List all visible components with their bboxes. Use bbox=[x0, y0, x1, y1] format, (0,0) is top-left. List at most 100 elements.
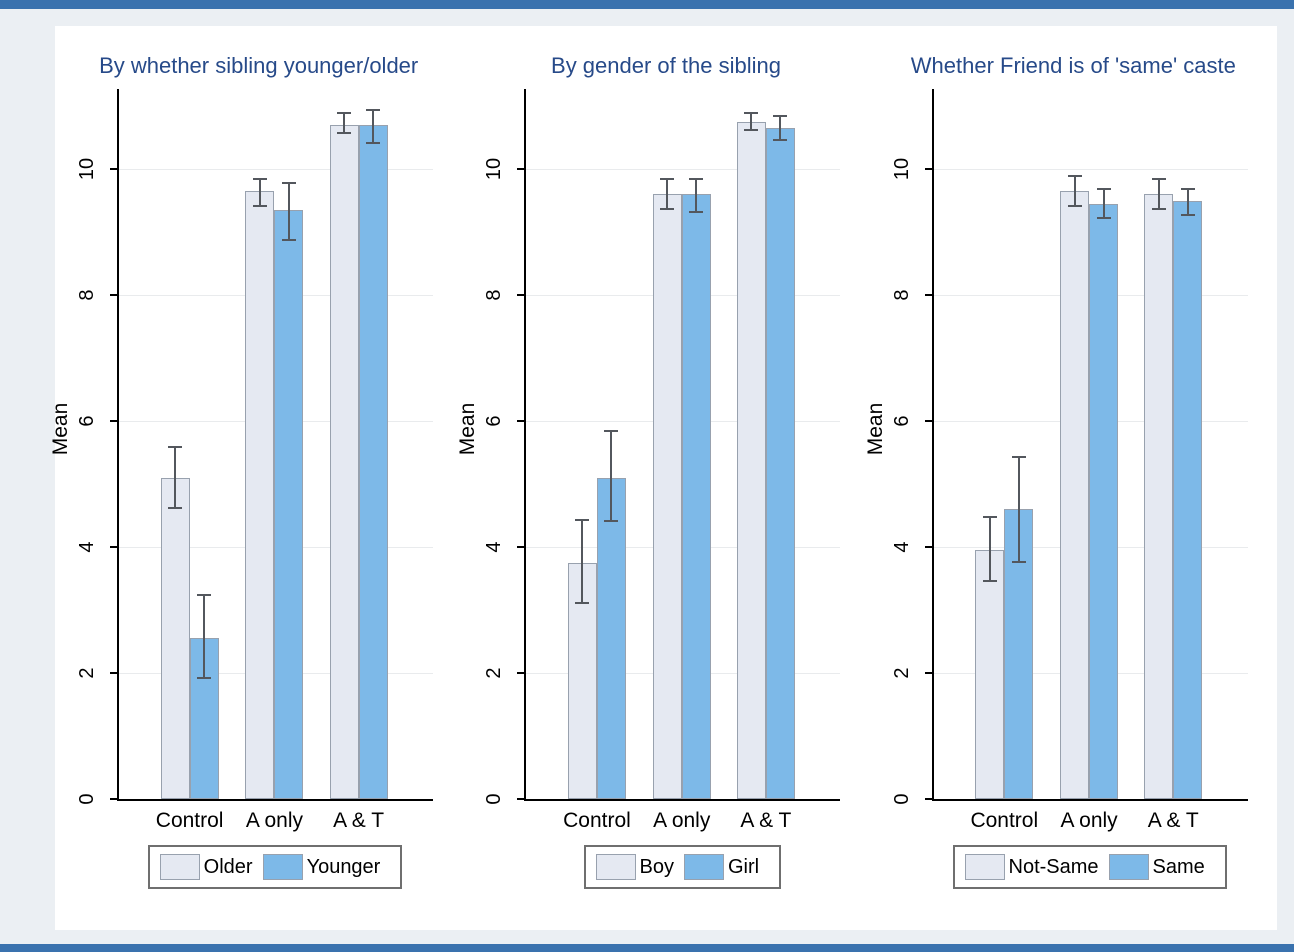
error-bar-cap-bottom bbox=[1011, 560, 1026, 563]
legend-label-younger: Younger bbox=[306, 855, 381, 878]
y-tick-mark bbox=[110, 546, 119, 548]
y-axis-title: Mean bbox=[49, 402, 72, 456]
legend: Boy Girl bbox=[583, 845, 782, 889]
error-bar-cap-bottom bbox=[197, 677, 212, 680]
y-tick-label: 0 bbox=[890, 793, 913, 805]
error-bar-cap-top bbox=[773, 115, 788, 118]
gridline bbox=[933, 169, 1248, 170]
error-bar-line bbox=[258, 178, 261, 207]
error-bar-line bbox=[666, 178, 669, 210]
x-tick-label: A only bbox=[653, 809, 711, 832]
y-tick-mark bbox=[110, 168, 119, 170]
error-bar-line bbox=[750, 112, 753, 132]
bar-girl-at bbox=[765, 128, 795, 799]
legend-label-girl: Girl bbox=[728, 855, 760, 878]
y-tick-label: 6 bbox=[76, 415, 98, 427]
chart-panel-sibling-gender: By gender of the sibling Mean 0 2 4 6 8 10 Con… bbox=[456, 26, 869, 930]
legend-label-same: Same bbox=[1152, 855, 1205, 878]
panel-title: By whether sibling younger/older bbox=[99, 53, 419, 78]
legend-label-boy: Boy bbox=[639, 855, 674, 878]
panel-title: By gender of the sibling bbox=[551, 53, 781, 78]
y-tick-label: 6 bbox=[483, 415, 506, 427]
bar-older-control bbox=[160, 477, 190, 799]
chart-panel-sibling-age: By whether sibling younger/older Mean 0 2… bbox=[49, 26, 462, 930]
bar-girl-aonly bbox=[681, 194, 711, 799]
chart-surface: By whether sibling younger/older Mean 0 2… bbox=[49, 26, 1277, 930]
error-bar-cap-top bbox=[337, 112, 352, 115]
legend-label-not-same: Not-Same bbox=[1008, 855, 1099, 878]
error-bar-cap-bottom bbox=[689, 211, 704, 214]
y-tick-mark bbox=[924, 168, 934, 170]
y-tick-label: 2 bbox=[76, 667, 98, 679]
error-bar-line bbox=[1017, 455, 1020, 563]
error-bar-line bbox=[174, 446, 177, 510]
y-tick-mark bbox=[517, 294, 527, 296]
legend-row: Boy Girl bbox=[524, 801, 840, 889]
y-tick-mark bbox=[110, 294, 119, 296]
y-tick-label: 8 bbox=[890, 289, 913, 301]
plot-area: Mean 0 2 4 6 8 10 Control A only A & T bbox=[49, 89, 433, 832]
error-bar-cap-bottom bbox=[1096, 217, 1111, 220]
x-tick-label: A & T bbox=[1147, 809, 1199, 832]
error-bar-cap-bottom bbox=[660, 207, 675, 210]
error-bar-cap-top bbox=[1096, 187, 1111, 190]
legend-swatch-girl bbox=[684, 854, 724, 880]
error-bar-cap-top bbox=[1180, 187, 1195, 190]
y-tick-label: 6 bbox=[890, 415, 913, 427]
error-bar-cap-bottom bbox=[1067, 204, 1082, 207]
error-bar-cap-top bbox=[197, 594, 212, 597]
gridline bbox=[119, 169, 433, 170]
bottom-border-strip bbox=[0, 944, 1294, 952]
error-bar-cap-top bbox=[252, 178, 267, 181]
y-tick-mark bbox=[517, 168, 527, 170]
error-bar-cap-bottom bbox=[281, 239, 296, 242]
y-tick-mark bbox=[924, 420, 934, 422]
y-tick-label: 8 bbox=[483, 289, 506, 301]
y-tick-mark bbox=[517, 546, 527, 548]
y-tick-mark bbox=[517, 420, 527, 422]
bar-older-at bbox=[329, 124, 359, 799]
error-bar-line bbox=[581, 518, 584, 604]
error-bar-line bbox=[1157, 178, 1160, 210]
legend-row: Older Younger bbox=[117, 801, 433, 889]
gridline bbox=[526, 169, 841, 170]
bar-same-aonly bbox=[1089, 203, 1119, 799]
y-axis-title: Mean bbox=[863, 402, 887, 456]
error-bar-cap-top bbox=[1011, 455, 1026, 458]
x-tick-label: Control bbox=[970, 809, 1039, 832]
error-bar-cap-bottom bbox=[575, 601, 590, 604]
error-bar-cap-top bbox=[744, 112, 759, 115]
error-bar-cap-top bbox=[1151, 178, 1166, 181]
y-tick-mark bbox=[110, 798, 119, 800]
y-tick-label: 4 bbox=[76, 541, 98, 553]
bar-not-same-aonly bbox=[1060, 191, 1090, 799]
error-bar-cap-top bbox=[575, 518, 590, 521]
legend: Not-Same Same bbox=[952, 845, 1227, 889]
error-bar-cap-top bbox=[660, 178, 675, 181]
x-tick-label: A only bbox=[245, 809, 304, 832]
legend-swatch-older bbox=[159, 854, 200, 880]
y-tick-label: 2 bbox=[890, 667, 913, 679]
legend-swatch-younger bbox=[262, 854, 303, 880]
chart-panel-friend-caste: Whether Friend is of 'same' caste Mean 0… bbox=[864, 26, 1277, 930]
error-bar-line bbox=[372, 109, 375, 144]
bar-younger-control bbox=[189, 638, 219, 799]
legend-swatch-boy bbox=[595, 854, 636, 880]
y-tick-label: 4 bbox=[890, 541, 913, 553]
x-tick-label: Control bbox=[563, 809, 631, 832]
legend-row: Not-Same Same bbox=[932, 801, 1248, 889]
y-tick-mark bbox=[924, 672, 934, 674]
y-tick-mark bbox=[924, 546, 934, 548]
x-tick-label: A & T bbox=[740, 809, 792, 832]
error-bar-cap-top bbox=[1067, 175, 1082, 178]
x-tick-label: A only bbox=[1060, 809, 1118, 832]
error-bar-cap-top bbox=[366, 109, 381, 112]
error-bar-line bbox=[988, 515, 991, 582]
y-tick-label: 0 bbox=[483, 793, 506, 805]
bar-not-same-at bbox=[1144, 194, 1174, 799]
error-bar-cap-bottom bbox=[252, 204, 267, 207]
plot-area: Mean 0 2 4 6 8 10 Control A only A & T bbox=[456, 89, 841, 832]
panels-row: By whether sibling younger/older Mean 0 2… bbox=[49, 26, 1277, 930]
bar-younger-at bbox=[358, 124, 388, 799]
error-bar-cap-bottom bbox=[337, 132, 352, 135]
